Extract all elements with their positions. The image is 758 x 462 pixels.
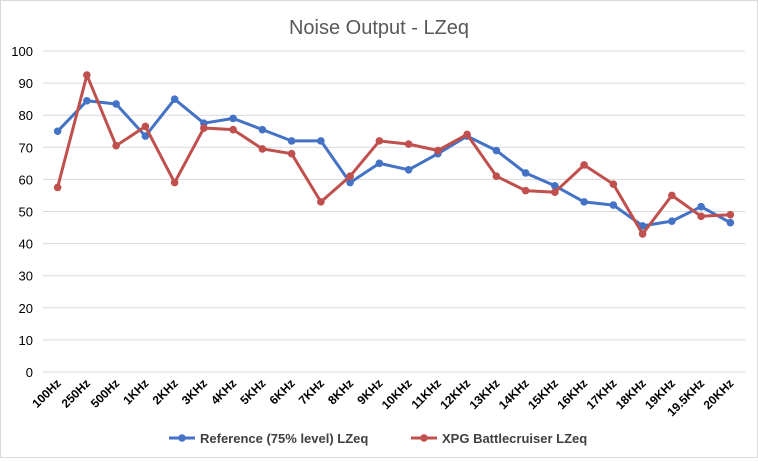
series-1-point [697, 202, 705, 211]
series-2-point [492, 172, 501, 180]
series-2-point [229, 125, 237, 134]
series-1-point [229, 114, 237, 123]
y-tick-label: 40 [19, 237, 33, 252]
y-tick-label: 60 [19, 172, 33, 187]
x-tick-label: 15KHz [525, 376, 561, 412]
series-1-point [317, 137, 325, 145]
x-tick-label: 1KHz [120, 376, 151, 407]
series-1-point [258, 125, 267, 134]
series-2-point [83, 71, 91, 79]
legend-marker [420, 434, 428, 442]
y-tick-label: 80 [19, 108, 33, 123]
series-1-point [287, 137, 296, 145]
series-2-point [463, 130, 471, 139]
x-tick-label: 5KHz [237, 376, 268, 407]
series-2-point [258, 145, 267, 153]
y-axis-ticks: 0 10 20 30 40 50 60 70 80 90 100 [11, 44, 33, 380]
series-1-point [170, 95, 179, 103]
series-2-point [375, 137, 384, 145]
x-tick-label: 16KHz [554, 376, 590, 412]
x-tick-label: 11KHz [409, 376, 444, 411]
series-2-line [56, 73, 731, 236]
series-2-point [200, 124, 208, 132]
series-2-point [551, 188, 559, 197]
x-tick-label: 7KHz [296, 376, 327, 407]
x-axis-ticks: 100Hz250Hz500Hz1KHz2KHz3KHz4KHz5KHz6KHz7… [29, 376, 736, 419]
series-1-point [492, 146, 501, 155]
y-tick-label: 100 [11, 44, 33, 59]
series-2-point [404, 140, 413, 148]
chart-title: Noise Output - LZeq [289, 17, 469, 39]
series-2-point [434, 146, 442, 155]
series-2-point [521, 186, 530, 195]
x-tick-label: 10KHz [379, 376, 415, 412]
series-1-line [56, 97, 732, 228]
series-1-point [668, 217, 676, 225]
series-group [53, 71, 735, 238]
legend-item-1: Reference (75% level) LZeq [169, 431, 368, 446]
series-2-point [141, 122, 150, 131]
series-1-point [580, 198, 588, 206]
series-2-point [287, 149, 296, 158]
series-2-point [726, 210, 735, 219]
series-1 [53, 95, 735, 230]
x-tick-label: 6KHz [267, 376, 298, 407]
series-2-point [638, 230, 647, 238]
series-1-point [726, 218, 735, 227]
series-1-point [112, 100, 120, 108]
x-tick-label: 3KHz [179, 376, 210, 407]
series-2 [53, 71, 735, 238]
series-1-point [521, 169, 530, 177]
x-tick-label: 100Hz [29, 376, 63, 410]
series-1-point [141, 132, 150, 140]
legend-label: Reference (75% level) LZeq [200, 431, 368, 446]
y-tick-label: 0 [26, 365, 33, 380]
y-tick-label: 50 [19, 205, 33, 220]
x-tick-label: 250Hz [59, 376, 93, 410]
series-1-point [53, 127, 62, 136]
y-tick-label: 10 [19, 333, 33, 348]
x-tick-label: 17KHz [584, 376, 620, 412]
x-tick-label: 18KHz [613, 376, 649, 412]
series-2-point [580, 161, 588, 169]
x-tick-label: 4KHz [208, 376, 239, 407]
y-tick-label: 90 [19, 76, 33, 91]
series-2-point [53, 183, 62, 192]
series-1-point [83, 96, 91, 105]
x-tick-label: 13KHz [467, 376, 503, 412]
legend-label: XPG Battlecruiser LZeq [442, 431, 587, 446]
series-2-point [697, 212, 705, 221]
series-1-point [346, 178, 354, 187]
series-1-point [551, 182, 559, 190]
legend-marker [178, 434, 186, 442]
legend-item-2: XPG Battlecruiser LZeq [411, 431, 587, 446]
x-tick-label: 12KHz [437, 376, 473, 412]
y-tick-label: 70 [19, 140, 33, 155]
series-2-point [170, 178, 179, 187]
x-tick-label: 14KHz [496, 376, 532, 412]
gridlines [43, 50, 745, 373]
x-tick-label: 8KHz [325, 376, 356, 407]
series-1-point [609, 201, 618, 209]
series-2-point [317, 198, 325, 206]
legend: Reference (75% level) LZeq XPG Battlecrui… [169, 431, 587, 446]
y-tick-label: 30 [19, 269, 33, 284]
series-2-point [609, 180, 618, 189]
y-tick-label: 20 [19, 301, 33, 316]
series-2-point [112, 141, 120, 150]
series-1-point [375, 159, 384, 168]
x-tick-label: 2KHz [150, 376, 181, 407]
x-tick-label: 20KHz [701, 376, 737, 412]
x-tick-label: 500Hz [88, 376, 122, 410]
series-1-point [404, 165, 413, 174]
series-2-point [346, 172, 354, 180]
series-2-point [668, 191, 676, 200]
